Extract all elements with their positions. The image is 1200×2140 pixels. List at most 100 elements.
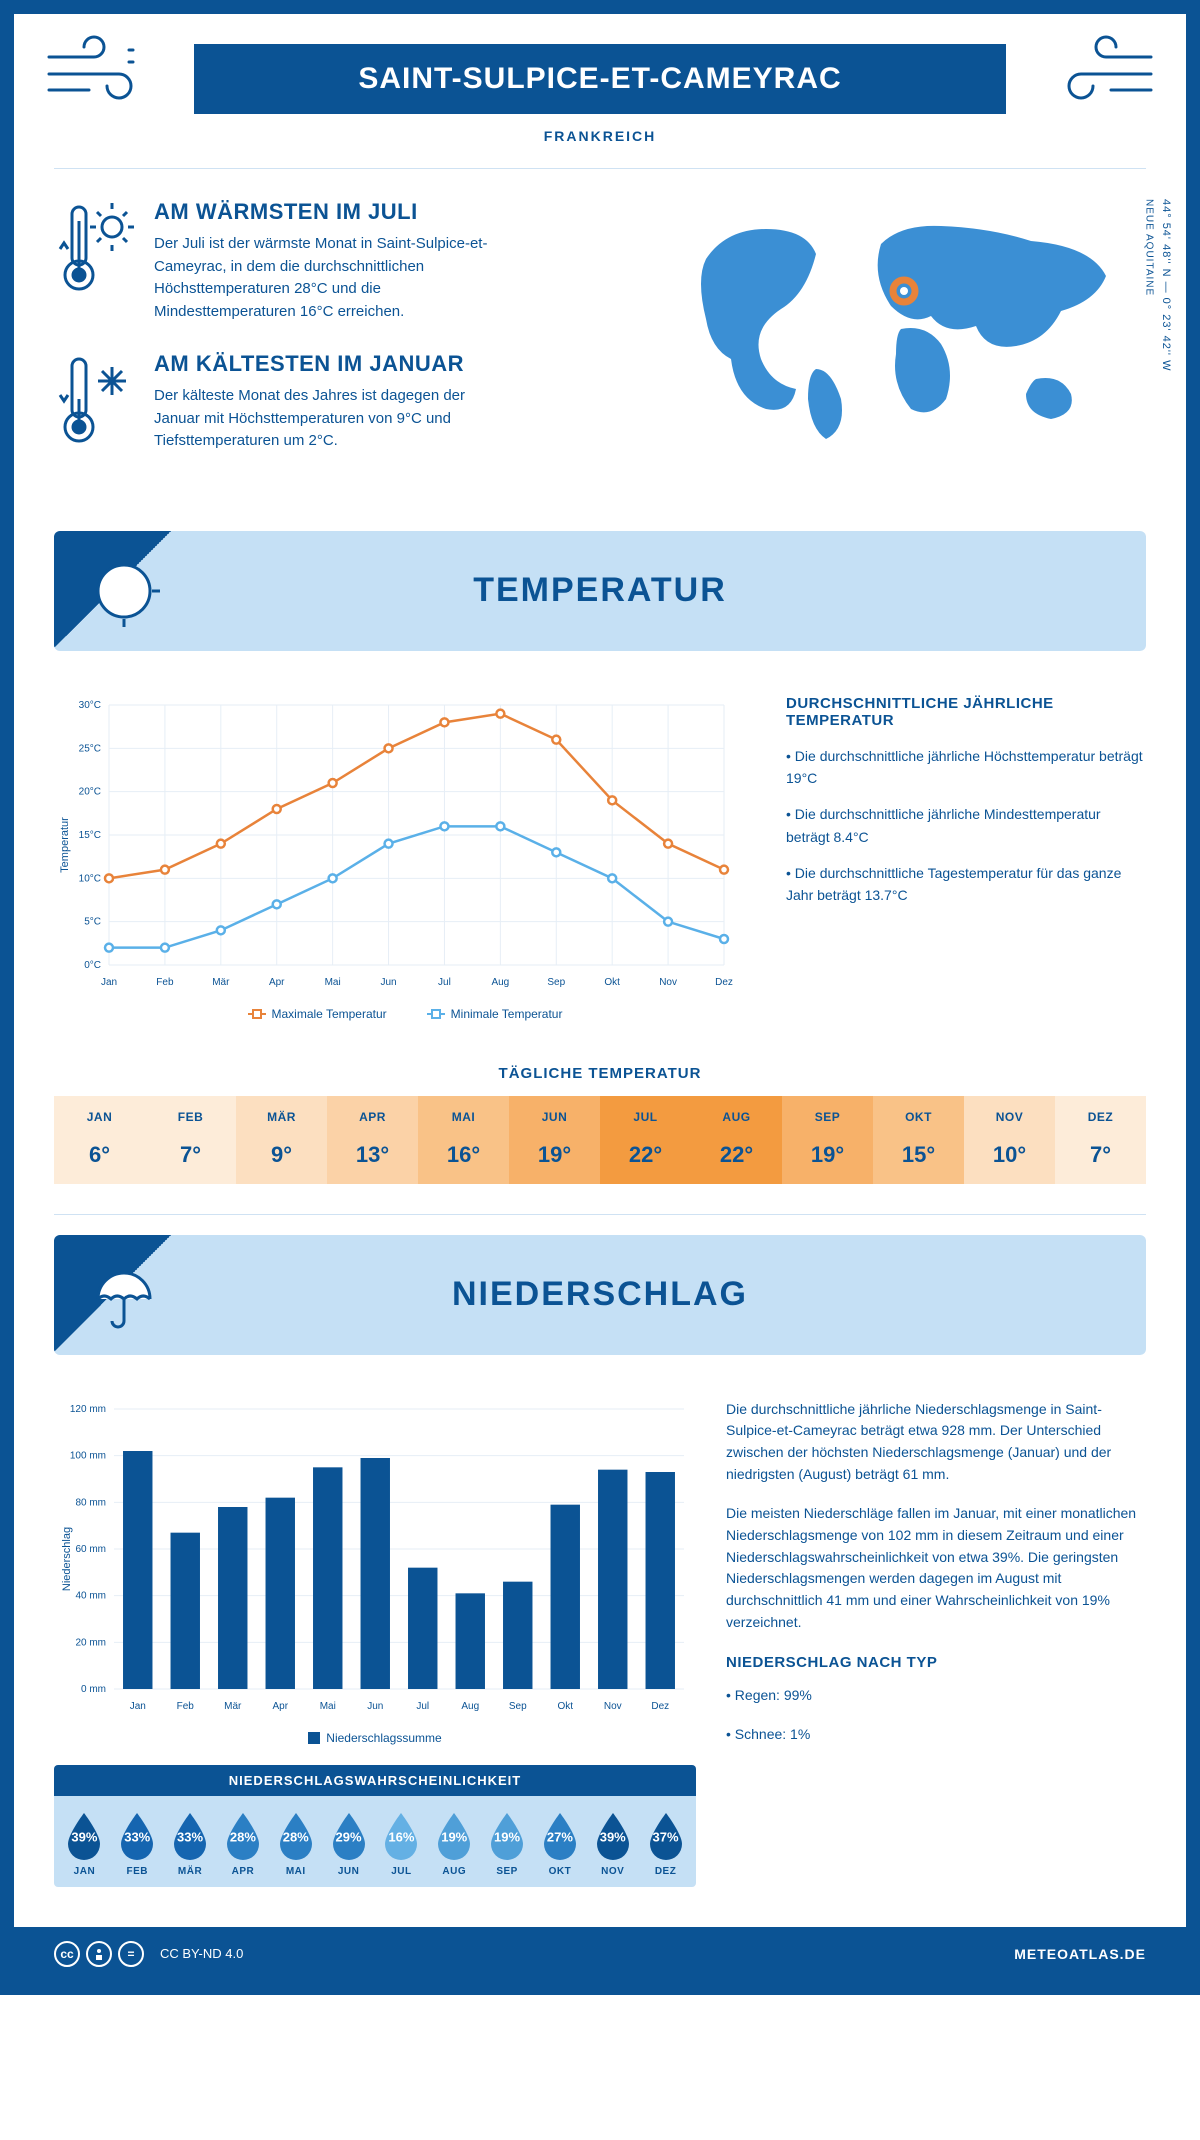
- svg-text:Aug: Aug: [461, 1701, 479, 1712]
- page-title: SAINT-SULPICE-ET-CAMEYRAC: [194, 44, 1006, 114]
- svg-text:20 mm: 20 mm: [75, 1637, 106, 1648]
- svg-text:Mai: Mai: [325, 977, 341, 988]
- temp-text-heading: DURCHSCHNITTLICHE JÄHRLICHE TEMPERATUR: [786, 695, 1146, 729]
- temperature-summary: DURCHSCHNITTLICHE JÄHRLICHE TEMPERATUR •…: [786, 695, 1146, 1021]
- daily-temp-cell: NOV10°: [964, 1096, 1055, 1184]
- temp-bullet-2: • Die durchschnittliche jährliche Mindes…: [786, 803, 1146, 848]
- world-map: 44° 54' 48'' N — 0° 23' 42'' W NEUE AQUI…: [676, 199, 1146, 481]
- svg-text:Mai: Mai: [320, 1701, 336, 1712]
- daily-temp-cell: OKT15°: [873, 1096, 964, 1184]
- thermometer-sun-icon: [54, 199, 134, 323]
- svg-text:Jul: Jul: [438, 977, 451, 988]
- svg-text:40 mm: 40 mm: [75, 1590, 106, 1601]
- coords-value: 44° 54' 48'' N — 0° 23' 42'' W: [1160, 199, 1172, 371]
- svg-text:Nov: Nov: [604, 1701, 622, 1712]
- svg-text:Sep: Sep: [547, 977, 565, 988]
- temp-bullet-3: • Die durchschnittliche Tagestemperatur …: [786, 862, 1146, 907]
- svg-text:Sep: Sep: [509, 1701, 527, 1712]
- temperature-line-chart: 0°C5°C10°C15°C20°C25°C30°CJanFebMärAprMa…: [54, 695, 756, 1021]
- svg-text:Nov: Nov: [659, 977, 677, 988]
- probability-drop: 27%OKT: [535, 1810, 584, 1877]
- page-root: SAINT-SULPICE-ET-CAMEYRAC FRANKREICH AM …: [0, 0, 1200, 1995]
- svg-text:Mär: Mär: [224, 1701, 242, 1712]
- legend-max: Maximale Temperatur: [272, 1007, 387, 1021]
- footer-brand: METEOATLAS.DE: [1014, 1946, 1146, 1962]
- precip-legend-label: Niederschlagssumme: [326, 1731, 441, 1745]
- svg-text:15°C: 15°C: [79, 830, 101, 841]
- probability-grid: 39%JAN33%FEB33%MÄR28%APR28%MAI29%JUN16%J…: [54, 1796, 696, 1887]
- fact-coldest-text: Der kälteste Monat des Jahres ist dagege…: [154, 385, 514, 453]
- probability-drop: 19%AUG: [430, 1810, 479, 1877]
- legend-min: Minimale Temperatur: [451, 1007, 563, 1021]
- probability-drop: 39%JAN: [60, 1810, 109, 1877]
- probability-drop: 16%JUL: [377, 1810, 426, 1877]
- svg-text:Niederschlag: Niederschlag: [61, 1526, 73, 1590]
- svg-text:Okt: Okt: [604, 977, 620, 988]
- precip-column: 0 mm20 mm40 mm60 mm80 mm100 mm120 mmNied…: [54, 1399, 696, 1887]
- svg-text:Apr: Apr: [269, 977, 285, 988]
- divider: [54, 1214, 1146, 1215]
- svg-text:10°C: 10°C: [79, 873, 101, 884]
- svg-text:Jun: Jun: [380, 977, 396, 988]
- section-precip-header: NIEDERSCHLAG: [54, 1235, 1146, 1355]
- section-temperature-title: TEMPERATUR: [473, 571, 727, 610]
- svg-text:5°C: 5°C: [84, 916, 101, 927]
- svg-text:30°C: 30°C: [79, 700, 101, 711]
- daily-temp-cell: FEB7°: [145, 1096, 236, 1184]
- temperature-chart-legend: Maximale Temperatur Minimale Temperatur: [54, 1007, 756, 1021]
- svg-text:Apr: Apr: [272, 1701, 288, 1712]
- svg-text:Jan: Jan: [101, 977, 117, 988]
- probability-drop: 33%MÄR: [166, 1810, 215, 1877]
- probability-drop: 28%APR: [218, 1810, 267, 1877]
- fact-warmest: AM WÄRMSTEN IM JULI Der Juli ist der wär…: [54, 199, 646, 323]
- probability-drop: 28%MAI: [271, 1810, 320, 1877]
- svg-text:Aug: Aug: [491, 977, 509, 988]
- precip-p1: Die durchschnittliche jährliche Niedersc…: [726, 1399, 1146, 1486]
- region-label: NEUE AQUITAINE: [1143, 199, 1154, 296]
- svg-text:Temperatur: Temperatur: [59, 816, 71, 872]
- daily-temp-grid: JAN6°FEB7°MÄR9°APR13°MAI16°JUN19°JUL22°A…: [54, 1096, 1146, 1184]
- section-temperature-header: TEMPERATUR: [54, 531, 1146, 651]
- daily-temp-cell: JAN6°: [54, 1096, 145, 1184]
- daily-temp-cell: JUN19°: [509, 1096, 600, 1184]
- umbrella-icon: [84, 1255, 164, 1335]
- daily-temp-title: TÄGLICHE TEMPERATUR: [14, 1065, 1186, 1082]
- daily-temp-cell: DEZ7°: [1055, 1096, 1146, 1184]
- by-icon: [86, 1941, 112, 1967]
- svg-text:60 mm: 60 mm: [75, 1544, 106, 1555]
- precip-type-rain: • Regen: 99%: [726, 1685, 1146, 1707]
- daily-temp-cell: JUL22°: [600, 1096, 691, 1184]
- daily-temp-cell: APR13°: [327, 1096, 418, 1184]
- thermometer-snow-icon: [54, 351, 134, 453]
- temp-bullet-1: • Die durchschnittliche jährliche Höchst…: [786, 745, 1146, 790]
- precip-p2: Die meisten Niederschläge fallen im Janu…: [726, 1503, 1146, 1633]
- fact-warmest-text: Der Juli ist der wärmste Monat in Saint-…: [154, 233, 514, 323]
- probability-box: NIEDERSCHLAGSWAHRSCHEINLICHKEIT 39%JAN33…: [54, 1765, 696, 1887]
- daily-temp-cell: MAI16°: [418, 1096, 509, 1184]
- svg-text:Feb: Feb: [156, 977, 174, 988]
- svg-text:25°C: 25°C: [79, 743, 101, 754]
- svg-text:80 mm: 80 mm: [75, 1497, 106, 1508]
- footer: cc = CC BY-ND 4.0 METEOATLAS.DE: [14, 1927, 1186, 1981]
- precip-type-snow: • Schnee: 1%: [726, 1724, 1146, 1746]
- svg-text:Mär: Mär: [212, 977, 230, 988]
- sun-icon: [84, 551, 164, 631]
- precip-summary: Die durchschnittliche jährliche Niedersc…: [726, 1399, 1146, 1887]
- nd-icon: =: [118, 1941, 144, 1967]
- svg-text:0 mm: 0 mm: [81, 1684, 106, 1695]
- daily-temp-cell: SEP19°: [782, 1096, 873, 1184]
- probability-drop: 29%JUN: [324, 1810, 373, 1877]
- svg-text:20°C: 20°C: [79, 786, 101, 797]
- section-precip-title: NIEDERSCHLAG: [452, 1275, 748, 1314]
- probability-drop: 19%SEP: [483, 1810, 532, 1877]
- probability-drop: 33%FEB: [113, 1810, 162, 1877]
- svg-text:Dez: Dez: [651, 1701, 669, 1712]
- intro-section: AM WÄRMSTEN IM JULI Der Juli ist der wär…: [14, 169, 1186, 511]
- precip-type-heading: NIEDERSCHLAG NACH TYP: [726, 1651, 1146, 1674]
- intro-facts: AM WÄRMSTEN IM JULI Der Juli ist der wär…: [54, 199, 646, 481]
- precip-chart-legend: Niederschlagssumme: [54, 1731, 696, 1745]
- svg-text:Okt: Okt: [557, 1701, 573, 1712]
- fact-warmest-title: AM WÄRMSTEN IM JULI: [154, 199, 514, 225]
- svg-text:Dez: Dez: [715, 977, 733, 988]
- probability-drop: 37%DEZ: [641, 1810, 690, 1877]
